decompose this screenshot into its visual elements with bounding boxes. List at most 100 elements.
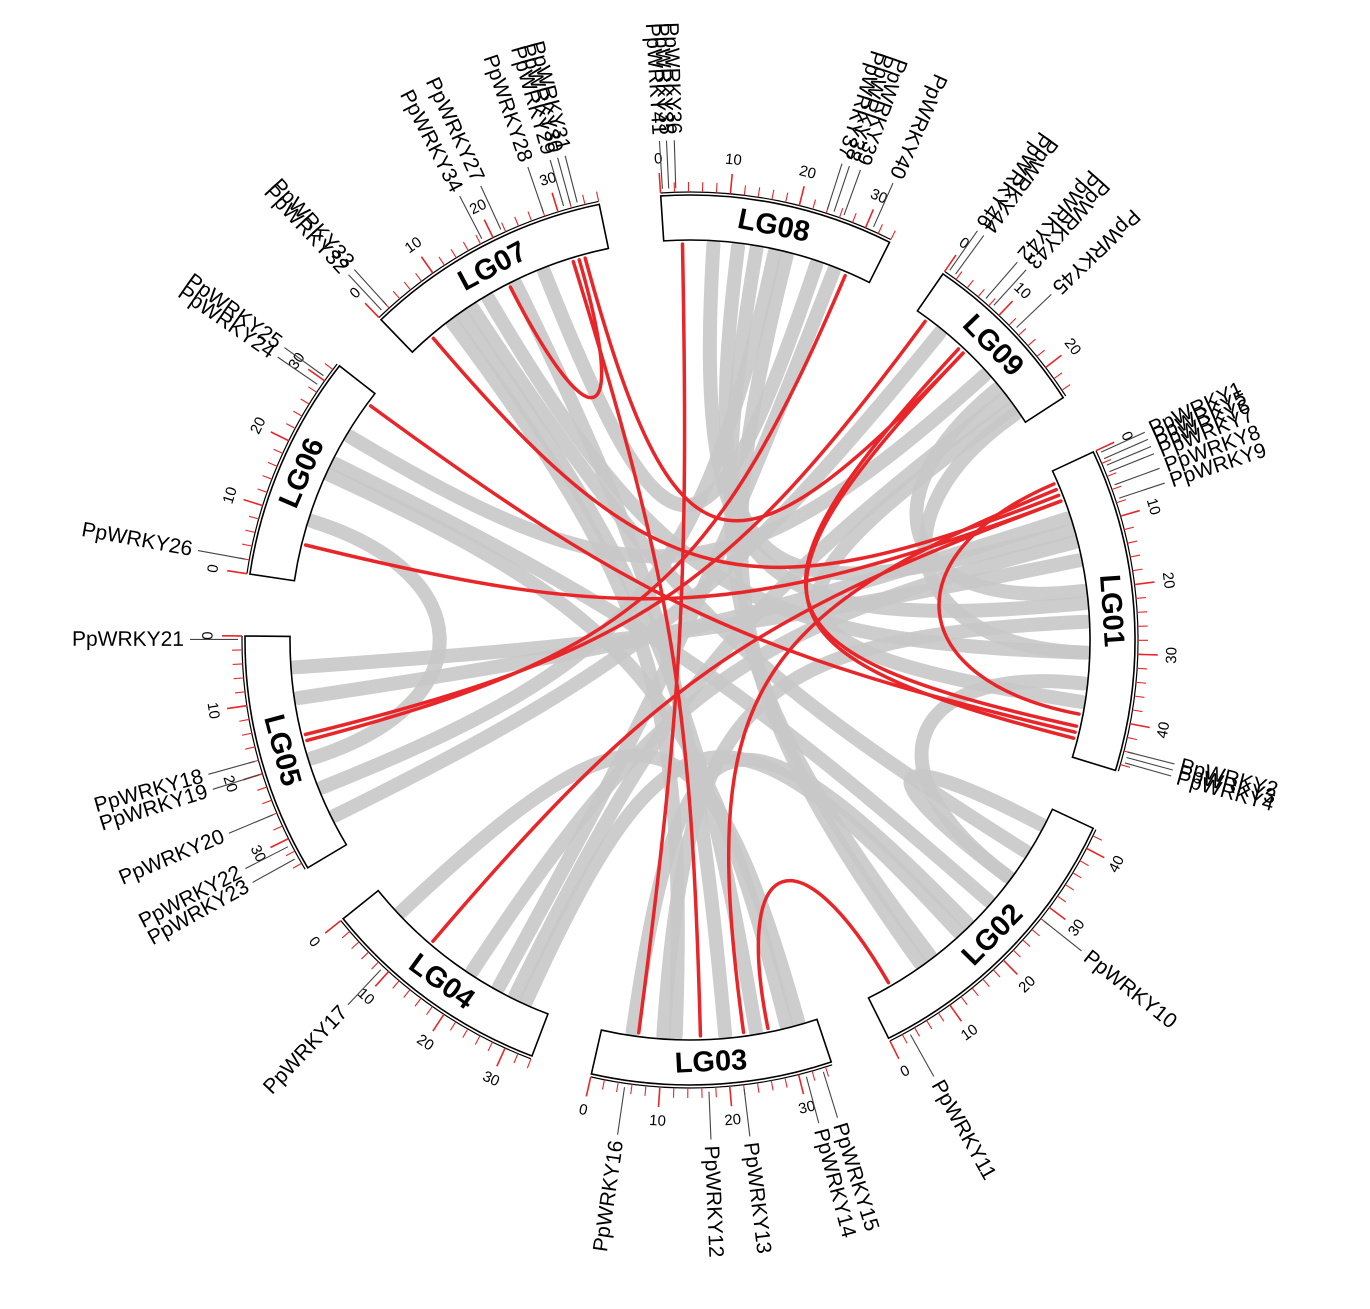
tick-mark bbox=[513, 1053, 519, 1064]
tick-mark bbox=[245, 746, 256, 750]
gene-marker-line bbox=[843, 169, 861, 216]
gene-marker-line bbox=[658, 140, 663, 189]
tick-mark bbox=[1048, 906, 1066, 921]
tick-mark bbox=[728, 1086, 733, 1107]
wrky-link bbox=[637, 242, 687, 1035]
tick-mark bbox=[971, 987, 979, 997]
tick-mark bbox=[1101, 458, 1112, 464]
axis-arc-lg05 bbox=[241, 635, 306, 870]
axis-arc-lg03 bbox=[590, 1064, 833, 1089]
background-link bbox=[508, 392, 1012, 1003]
background-link bbox=[445, 315, 685, 1043]
tick-mark bbox=[770, 1080, 774, 1091]
tick-mark bbox=[257, 786, 268, 791]
tick-mark bbox=[262, 475, 273, 480]
background-links bbox=[287, 237, 1093, 1043]
tick-mark bbox=[286, 423, 296, 429]
tick-mark bbox=[1120, 509, 1140, 517]
gene-marker-line bbox=[480, 185, 502, 230]
tick-mark bbox=[1002, 959, 1018, 975]
tick-mark bbox=[241, 732, 252, 736]
tick-label: 20 bbox=[1159, 571, 1178, 590]
tick-mark bbox=[757, 187, 761, 198]
tick-label: 10 bbox=[402, 234, 425, 257]
gene-marker-line bbox=[197, 550, 246, 560]
gene-marker-line bbox=[673, 140, 677, 189]
background-link bbox=[322, 468, 794, 1032]
tick-mark bbox=[715, 182, 718, 193]
tick-mark bbox=[785, 192, 789, 203]
gene-marker-line bbox=[873, 182, 894, 228]
tick-mark bbox=[415, 273, 422, 282]
tick-mark bbox=[743, 185, 747, 196]
chromosome-box-lg08 bbox=[659, 194, 891, 284]
tick-mark bbox=[998, 300, 1014, 317]
tick-mark bbox=[474, 1035, 481, 1045]
wrky-link bbox=[756, 879, 891, 1031]
chromosome-box-lg07 bbox=[379, 203, 610, 354]
axis-arc-lg02 bbox=[889, 829, 1097, 1042]
tick-mark bbox=[1135, 681, 1147, 684]
tick-mark bbox=[630, 1084, 633, 1095]
gene-marker-line bbox=[1043, 920, 1082, 952]
tick-mark bbox=[300, 398, 310, 405]
tick-mark bbox=[949, 1004, 963, 1022]
tick-mark bbox=[901, 1034, 908, 1044]
tick-label: 0 bbox=[305, 933, 323, 950]
tick-mark bbox=[1018, 328, 1027, 336]
tick-label: 40 bbox=[1154, 720, 1174, 740]
gene-marker-line bbox=[1114, 467, 1160, 486]
tick-label: 20 bbox=[797, 162, 817, 183]
gene-marker-line bbox=[993, 269, 1027, 306]
gene-marker-line bbox=[985, 261, 1018, 299]
wrky-link bbox=[303, 319, 927, 737]
tick-mark bbox=[825, 1066, 830, 1077]
gene-marker-line bbox=[348, 274, 382, 311]
tick-mark bbox=[483, 219, 494, 238]
gene-marker-line bbox=[208, 760, 255, 775]
tick-label: 30 bbox=[1163, 647, 1181, 664]
tick-mark bbox=[1079, 860, 1089, 867]
tick-mark bbox=[308, 386, 317, 393]
tick-mark bbox=[374, 970, 390, 987]
tick-mark bbox=[487, 1041, 493, 1052]
tick-mark bbox=[527, 211, 533, 222]
tick-mark bbox=[392, 980, 400, 989]
background-link bbox=[491, 263, 841, 994]
tick-mark bbox=[658, 172, 662, 194]
tick-mark bbox=[1136, 596, 1147, 599]
tick-mark bbox=[248, 515, 259, 520]
gene-marker-line bbox=[1106, 446, 1152, 466]
tick-mark bbox=[1095, 441, 1115, 452]
tick-mark bbox=[285, 850, 296, 857]
tick-label: 20 bbox=[1061, 335, 1085, 359]
tick-label: 10 bbox=[649, 1112, 667, 1130]
tick-mark bbox=[273, 825, 283, 831]
axis-arc-lg01 bbox=[1095, 450, 1139, 772]
tick-mark bbox=[1061, 384, 1071, 391]
tick-label: 10 bbox=[354, 985, 378, 1009]
tick-mark bbox=[657, 1086, 661, 1107]
tick-label: 0 bbox=[577, 1101, 589, 1119]
tick-mark bbox=[273, 448, 283, 454]
tick-mark bbox=[392, 290, 401, 300]
tick-mark bbox=[601, 1079, 605, 1090]
tick-label: 30 bbox=[797, 1097, 817, 1118]
tick-mark bbox=[292, 862, 302, 869]
tick-mark bbox=[982, 978, 990, 987]
wrky-link bbox=[431, 336, 1061, 569]
gene-label-ppwrky17: PpWRKY17 bbox=[259, 1001, 352, 1098]
gene-marker-line bbox=[347, 969, 382, 1006]
gene-marker-line bbox=[955, 235, 985, 275]
tick-mark bbox=[475, 234, 482, 245]
gene-marker-line bbox=[1118, 482, 1165, 499]
tick-label: 30 bbox=[285, 349, 309, 372]
gene-marker-line bbox=[826, 163, 843, 210]
gene-marker-line bbox=[212, 774, 259, 790]
tick-mark bbox=[449, 1021, 457, 1031]
tick-mark bbox=[977, 288, 985, 298]
gene-marker-line bbox=[252, 858, 295, 883]
tick-label: 20 bbox=[1015, 973, 1039, 997]
tick-mark bbox=[420, 256, 434, 274]
tick-mark bbox=[341, 930, 351, 939]
